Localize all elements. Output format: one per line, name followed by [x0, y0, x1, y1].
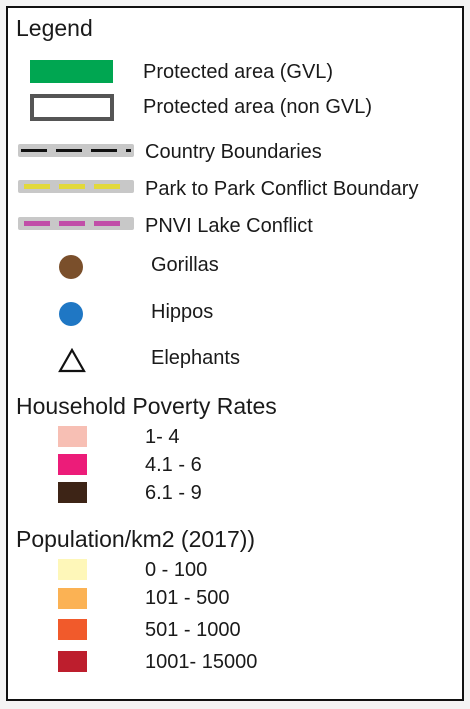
legend-label-lake-conflict: PNVI Lake Conflict [145, 215, 313, 237]
population-section-title: Population/km2 (2017)) [16, 526, 256, 552]
legend-label-park-conflict: Park to Park Conflict Boundary [145, 178, 419, 200]
park-conflict-line-swatch [18, 180, 134, 193]
legend-label-protected-gvl: Protected area (GVL) [143, 61, 334, 83]
lake-conflict-line-swatch [18, 217, 134, 230]
poverty-label-3: 6.1 - 9 [145, 482, 202, 504]
legend-label-country-boundaries: Country Boundaries [145, 141, 322, 163]
population-label-1: 0 - 100 [145, 559, 208, 581]
population-label-3: 501 - 1000 [145, 619, 241, 641]
country-boundary-line-swatch [18, 144, 134, 157]
legend-label-gorillas: Gorillas [151, 254, 219, 276]
protected-area-gvl-swatch [30, 60, 113, 83]
population-label-4: 1001- 15000 [145, 651, 258, 673]
legend-label-elephants: Elephants [151, 347, 240, 369]
legend-title: Legend [16, 15, 93, 41]
protected-area-non-gvl-swatch [30, 94, 114, 121]
population-label-2: 101 - 500 [145, 587, 230, 609]
elephant-triangle-icon [58, 348, 86, 373]
population-swatch-3 [58, 619, 87, 640]
legend-label-protected-non-gvl: Protected area (non GVL) [143, 96, 373, 118]
poverty-swatch-2 [58, 454, 87, 475]
gorilla-circle-icon [59, 255, 83, 279]
population-swatch-4 [58, 651, 87, 672]
population-swatch-2 [58, 588, 87, 609]
poverty-swatch-1 [58, 426, 87, 447]
map-legend: Legend Protected area (GVL) Protected ar… [6, 6, 464, 701]
poverty-label-2: 4.1 - 6 [145, 454, 202, 476]
poverty-section-title: Household Poverty Rates [16, 393, 277, 419]
poverty-label-1: 1- 4 [145, 426, 180, 448]
population-swatch-1 [58, 559, 87, 580]
legend-label-hippos: Hippos [151, 301, 214, 323]
poverty-swatch-3 [58, 482, 87, 503]
hippo-circle-icon [59, 302, 83, 326]
